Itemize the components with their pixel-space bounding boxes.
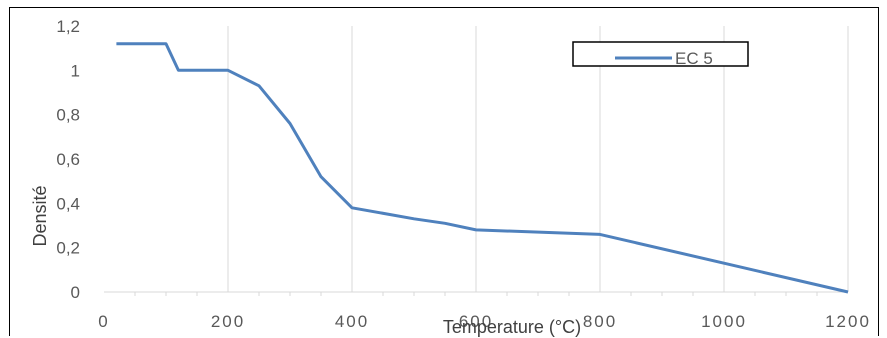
y-tick-label: 0,6 [56, 150, 80, 169]
x-tick-label: 400 [335, 312, 369, 331]
x-tick-label: 0 [98, 312, 109, 331]
x-axis-title: Temperature (°C) [443, 317, 581, 337]
chart-frame [9, 7, 879, 336]
y-tick-label: 0 [71, 283, 80, 302]
x-tick-label: 600 [459, 312, 493, 331]
series-line-0 [116, 42, 849, 294]
x-tick-label: 800 [583, 312, 617, 331]
y-tick-label: 0,4 [56, 194, 80, 213]
y-tick-labels: 0 0,2 0,4 0,6 0,8 1 1,2 [56, 17, 80, 302]
x-tick-labels: 0 200 400 600 800 1000 1200 [98, 312, 871, 331]
y-tick-label: 0,2 [56, 239, 80, 258]
axes [104, 291, 848, 296]
y-tick-label: 1 [71, 61, 80, 80]
grid-lines [227, 26, 849, 292]
x-tick-label: 200 [211, 312, 245, 331]
legend-label-ec5: EC 5 [675, 49, 713, 68]
x-tick-label: 1200 [825, 312, 871, 331]
y-axis-title: Densité [30, 185, 50, 246]
legend-box [572, 41, 749, 67]
y-tick-label: 1,2 [56, 17, 80, 36]
legend: EC 5 [572, 41, 749, 68]
x-tick-label: 1000 [701, 312, 747, 331]
y-tick-label: 0,8 [56, 106, 80, 125]
series-group [116, 42, 849, 294]
